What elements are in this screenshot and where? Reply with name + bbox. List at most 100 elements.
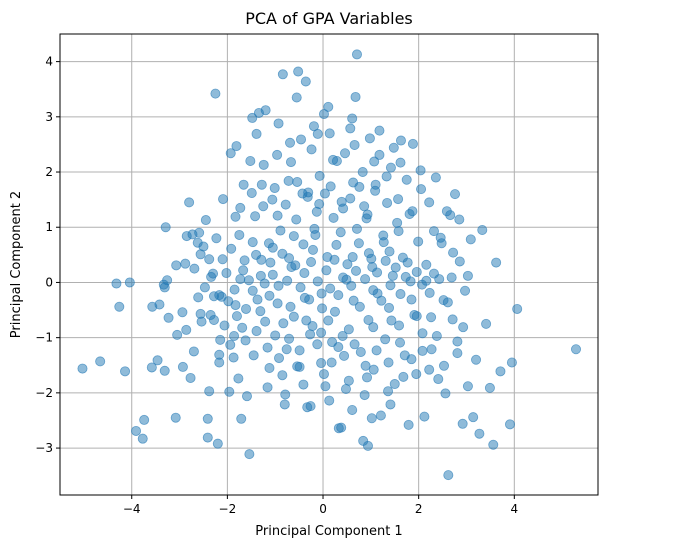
data-point <box>229 330 240 341</box>
data-point <box>404 208 415 219</box>
data-point <box>394 320 405 331</box>
data-point <box>124 277 135 288</box>
data-point <box>298 239 309 250</box>
data-point <box>265 257 276 268</box>
data-point <box>152 355 163 366</box>
data-point <box>300 76 311 87</box>
data-point <box>406 294 417 305</box>
data-point <box>335 227 346 238</box>
data-point <box>239 255 250 266</box>
x-tick-label: 2 <box>415 502 423 516</box>
data-point <box>231 311 242 322</box>
data-point <box>354 181 365 192</box>
data-point <box>454 214 465 225</box>
data-point <box>219 320 230 331</box>
data-point <box>382 197 393 208</box>
data-point <box>146 362 157 373</box>
data-point <box>187 229 198 240</box>
data-point <box>321 265 332 276</box>
y-tick-label: 1 <box>45 220 53 234</box>
data-point <box>350 91 361 102</box>
data-point <box>433 374 444 385</box>
data-point <box>328 154 339 165</box>
data-point <box>267 269 278 280</box>
data-point <box>325 283 336 294</box>
data-point <box>284 253 295 264</box>
data-point <box>363 314 374 325</box>
data-point <box>77 363 88 374</box>
data-point <box>324 128 335 139</box>
data-point <box>188 346 199 357</box>
data-point <box>281 344 292 355</box>
data-point <box>255 306 266 317</box>
data-point <box>298 379 309 390</box>
data-point <box>210 88 221 99</box>
data-point <box>378 237 389 248</box>
data-point <box>374 149 385 160</box>
data-point <box>267 194 278 205</box>
data-point <box>345 193 356 204</box>
data-point <box>393 226 404 237</box>
data-point <box>351 49 362 60</box>
data-point <box>247 237 258 248</box>
data-point <box>319 188 330 199</box>
data-point <box>185 372 196 383</box>
data-point <box>177 361 188 372</box>
data-point <box>243 275 254 286</box>
data-point <box>240 335 251 346</box>
data-point <box>318 109 329 120</box>
data-point <box>277 69 288 80</box>
data-point <box>339 350 350 361</box>
data-point <box>347 113 358 124</box>
data-point <box>477 224 488 235</box>
data-point <box>488 439 499 450</box>
data-point <box>403 419 414 430</box>
data-point <box>264 290 275 301</box>
data-point <box>285 137 296 148</box>
data-point <box>273 280 284 291</box>
data-point <box>360 360 371 371</box>
data-point <box>347 404 358 415</box>
data-point <box>348 295 359 306</box>
data-point <box>234 229 245 240</box>
data-point <box>395 337 406 348</box>
data-point <box>224 386 235 397</box>
data-point <box>392 217 403 228</box>
data-point <box>421 259 432 270</box>
data-point <box>342 259 353 270</box>
data-point <box>506 357 517 368</box>
data-point <box>159 365 170 376</box>
data-point <box>225 148 236 159</box>
data-point <box>462 270 473 281</box>
data-point <box>383 357 394 368</box>
data-point <box>465 234 476 245</box>
data-point <box>226 243 237 254</box>
data-point <box>256 254 267 265</box>
data-point <box>252 294 263 305</box>
data-point <box>419 411 430 422</box>
data-point <box>302 402 313 413</box>
data-point <box>235 274 246 285</box>
data-point <box>481 318 492 329</box>
data-point <box>491 257 502 268</box>
data-point <box>285 157 296 168</box>
plot-frame <box>59 33 599 496</box>
data-point <box>111 278 122 289</box>
data-point <box>297 188 308 199</box>
data-point <box>446 272 457 283</box>
data-point <box>349 139 360 150</box>
data-point <box>340 148 351 159</box>
data-point <box>181 324 192 335</box>
data-point <box>415 165 426 176</box>
data-point <box>424 197 435 208</box>
data-point <box>238 179 249 190</box>
data-point <box>170 412 181 423</box>
data-point <box>430 172 441 183</box>
data-point <box>260 105 271 116</box>
data-point <box>299 268 310 279</box>
data-point <box>280 389 291 400</box>
data-point <box>442 297 453 308</box>
data-point <box>307 244 318 255</box>
y-tick-label: −1 <box>35 331 53 345</box>
